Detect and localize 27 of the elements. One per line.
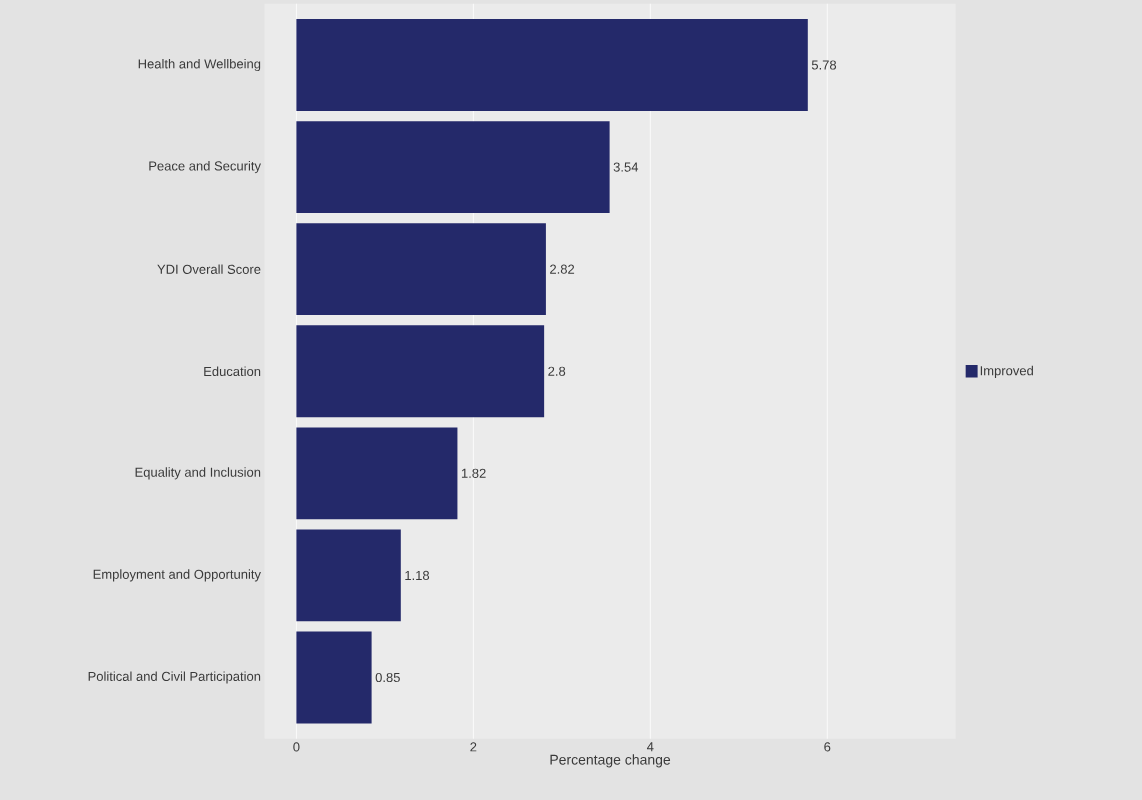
data-label: 2.82 — [550, 264, 575, 274]
data-label: 5.78 — [811, 60, 837, 70]
bar — [296, 325, 545, 418]
x-tick-label: 2 — [470, 742, 477, 752]
data-label: 1.18 — [405, 570, 430, 581]
bar — [296, 19, 808, 111]
y-tick-label: Equality and Inclusion — [135, 467, 261, 480]
y-tick-label: YDI Overall Score — [157, 264, 261, 274]
x-tick-label: 6 — [824, 742, 831, 752]
legend-label: Improved — [980, 365, 1033, 378]
y-tick-label: Education — [204, 366, 261, 377]
y-tick-label: Peace and Security — [149, 161, 261, 174]
y-tick-label: Political and Civil Participation — [88, 671, 261, 684]
bar — [296, 121, 610, 214]
bar — [296, 631, 372, 724]
bar — [296, 427, 458, 520]
x-tick-label: 4 — [646, 742, 654, 752]
data-label: 2.8 — [548, 366, 566, 376]
data-label: 1.82 — [461, 468, 486, 478]
bar — [296, 223, 546, 316]
x-axis-title: Percentage change — [550, 754, 671, 768]
x-tick-label: 0 — [293, 742, 300, 752]
data-label: 3.54 — [613, 162, 639, 172]
y-tick-label: Employment and Opportunity — [93, 569, 261, 582]
y-tick-label: Health and Wellbeing — [138, 58, 261, 72]
bar — [296, 529, 401, 622]
data-label: 0.85 — [375, 672, 400, 683]
